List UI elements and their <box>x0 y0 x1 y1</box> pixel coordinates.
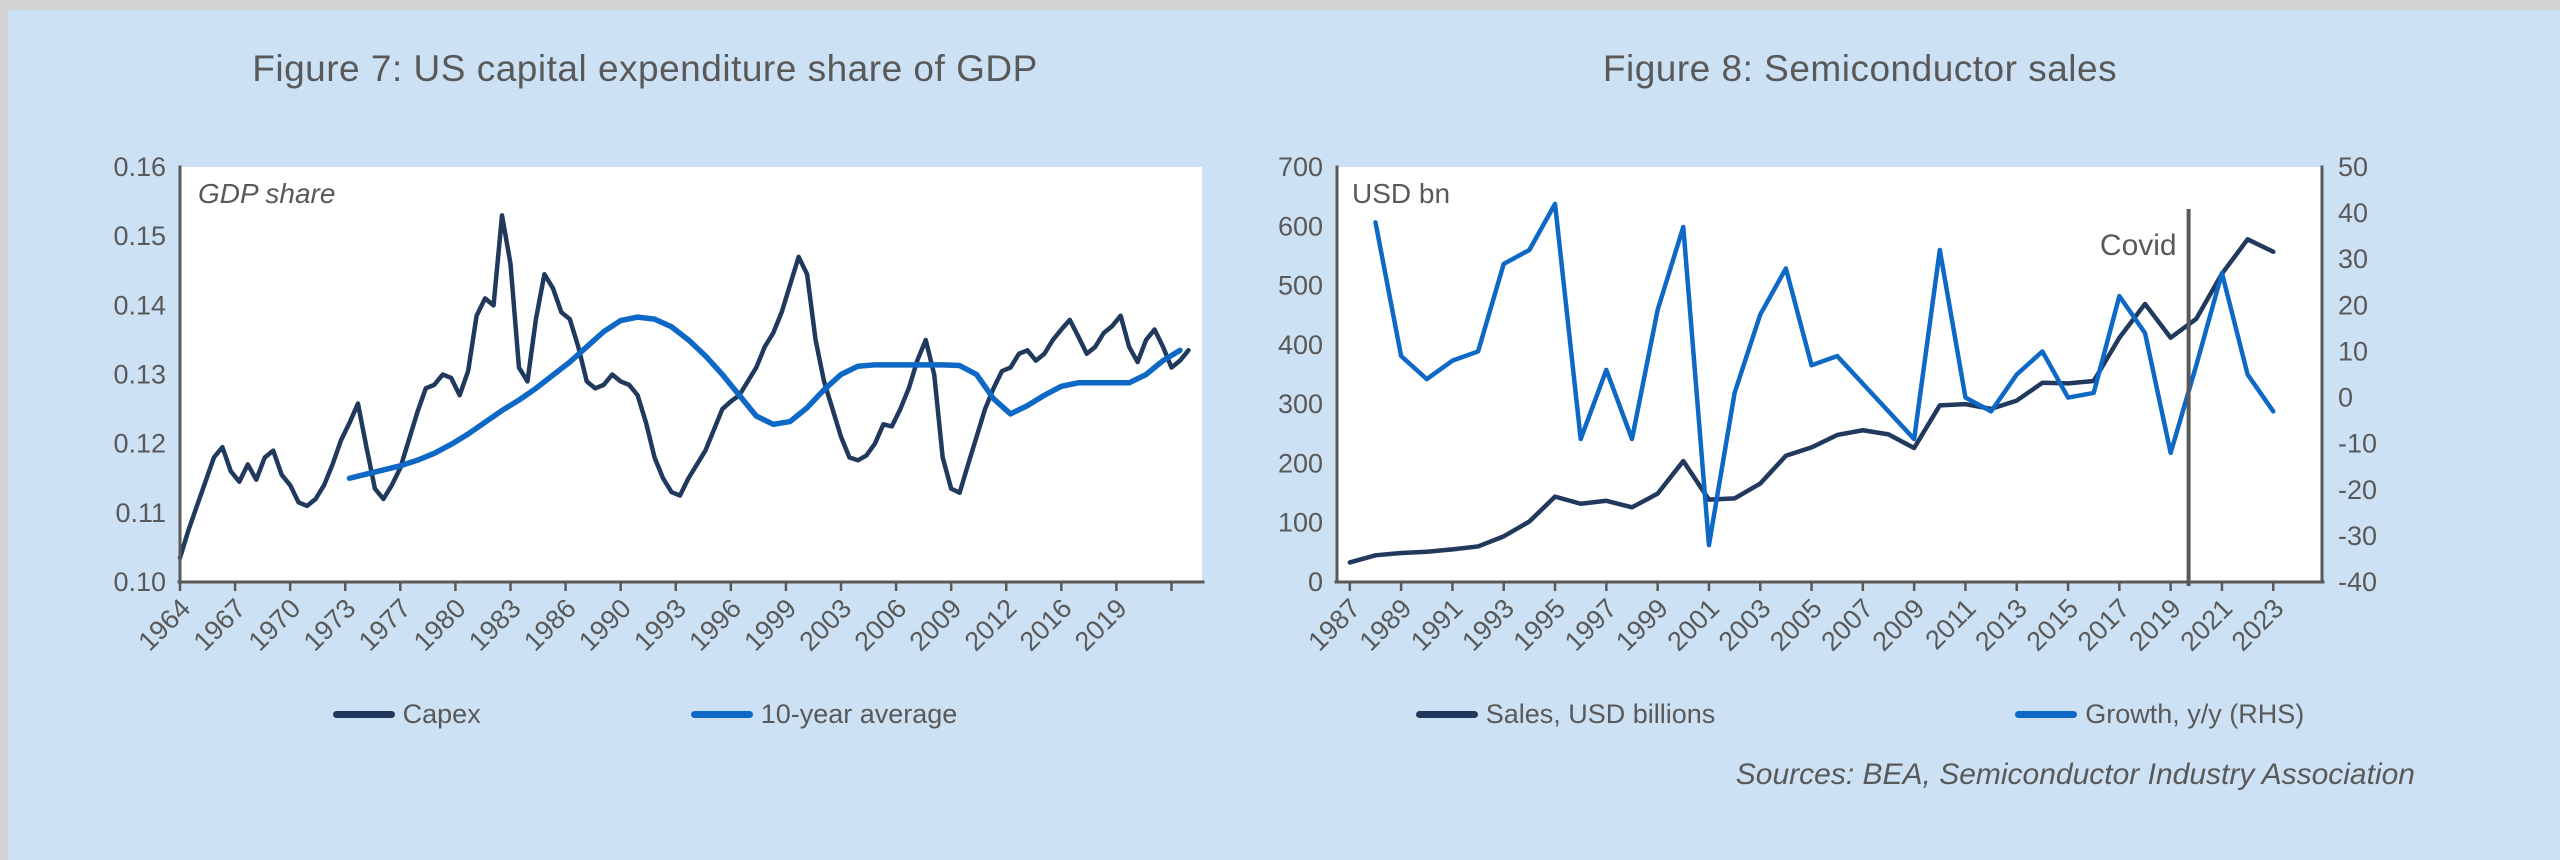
average-line-swatch-icon <box>690 710 753 718</box>
y2-axis-label: -10 <box>2338 429 2377 459</box>
x-axis-label: 1999 <box>1610 593 1674 657</box>
x-axis-label: 2009 <box>904 593 968 657</box>
figure7-legend: Capex 10-year average <box>70 697 1220 731</box>
figure7-axis-note: GDP share <box>198 178 336 209</box>
figure8-legend: Sales, USD billions Growth, y/y (RHS) <box>1265 697 2455 731</box>
x-axis-label: 1995 <box>1508 593 1572 657</box>
legend-label-growth: Growth, y/y (RHS) <box>2085 698 2305 729</box>
y2-axis-label: 30 <box>2338 244 2368 274</box>
x-axis-label: 2016 <box>1014 593 1078 657</box>
y2-axis-label: 20 <box>2338 290 2368 320</box>
x-axis-label: 1993 <box>628 593 692 657</box>
x-axis-label: 1999 <box>738 593 802 657</box>
y-axis-label: 0.12 <box>113 429 166 459</box>
y-axis-label: 400 <box>1278 330 1323 360</box>
series-line-0 <box>177 213 1191 561</box>
x-axis-label: 2011 <box>1919 593 1981 655</box>
plot-area <box>180 167 1202 582</box>
x-axis-label: 2023 <box>2226 593 2290 657</box>
x-axis-label: 2021 <box>2175 593 2239 657</box>
y-axis-label: 0.13 <box>113 360 166 390</box>
x-axis-label: 2012 <box>959 593 1023 657</box>
y-axis-label: 0.16 <box>113 152 166 182</box>
x-axis-label: 1986 <box>518 593 582 657</box>
y2-axis-label: -40 <box>2338 567 2377 597</box>
x-axis-label: 2019 <box>2123 593 2187 657</box>
x-axis-label: 2003 <box>1713 593 1777 657</box>
x-axis-label: 1993 <box>1456 593 1520 657</box>
series-line-1 <box>1373 201 2276 548</box>
figure7-chart: 0.16 0.15 0.14 0.13 0.12 0.11 0.10196419671970… <box>113 152 1205 657</box>
figure8-chart: 700600500400300200100050403020100-10-20-… <box>1278 152 2377 657</box>
x-axis-label: 1997 <box>1559 593 1623 657</box>
y-axis-label: 500 <box>1278 271 1323 301</box>
y-axis-label: 0.11 <box>115 498 166 528</box>
sales-line-swatch-icon <box>1415 710 1478 718</box>
legend-label-capex: Capex <box>402 698 481 729</box>
x-axis-label: 1980 <box>408 593 472 657</box>
figure8-title: Figure 8: Semiconductor sales <box>1602 48 2118 89</box>
x-axis-label: 2003 <box>794 593 858 657</box>
x-axis-label: 2013 <box>1969 593 2033 657</box>
y2-axis-label: 10 <box>2338 336 2368 366</box>
legend-item-capex: Capex <box>332 698 481 730</box>
x-axis-label: 1987 <box>1302 593 1366 657</box>
x-axis-label: 1964 <box>133 593 197 657</box>
y-axis-label: 0 <box>1308 567 1323 597</box>
y2-axis-label: -20 <box>2338 475 2377 505</box>
y-axis-label: 700 <box>1278 152 1323 182</box>
x-axis-label: 2005 <box>1764 593 1828 657</box>
x-axis-label: 1990 <box>573 593 637 657</box>
x-axis-label: 1973 <box>298 593 362 657</box>
y-axis-label: 300 <box>1278 389 1323 419</box>
y-axis-label: 0.10 <box>113 567 166 597</box>
y-axis-label: 0.14 <box>113 290 166 320</box>
y2-axis-label: -30 <box>2338 521 2377 551</box>
plot-area <box>1337 167 2322 582</box>
y-axis-label: 100 <box>1278 508 1323 538</box>
series-line-1 <box>346 314 1183 481</box>
x-axis-label: 2001 <box>1661 593 1725 657</box>
series-line-0 <box>1347 237 2276 565</box>
legend-item-sales: Sales, USD billions <box>1415 698 1716 730</box>
x-axis-label: 1989 <box>1354 593 1418 657</box>
x-axis-label: 2017 <box>2072 593 2136 657</box>
y2-axis-label: 40 <box>2338 198 2368 228</box>
y-axis-label: 200 <box>1278 448 1323 478</box>
y2-axis-label: 0 <box>2338 383 2353 413</box>
legend-item-growth: Growth, y/y (RHS) <box>2015 699 2304 730</box>
x-axis-label: 1977 <box>353 593 417 657</box>
x-axis-label: 1983 <box>463 593 527 657</box>
covid-label: Covid <box>2100 229 2177 262</box>
sources-note: Sources: BEA, Semiconductor Industry Ass… <box>1735 758 2415 791</box>
x-axis-label: 1991 <box>1405 593 1469 657</box>
x-axis-label: 2015 <box>2021 593 2085 657</box>
growth-line-swatch-icon <box>2015 710 2078 718</box>
x-axis-label: 2009 <box>1867 593 1931 657</box>
figure7-title: Figure 7: US capital expenditure share o… <box>252 48 1038 89</box>
x-axis-label: 2006 <box>849 593 913 657</box>
capex-line-swatch-icon <box>332 710 395 718</box>
legend-item-10yr-average: 10-year average <box>690 698 958 730</box>
x-axis-label: 2007 <box>1815 593 1879 657</box>
figure8-axis-note: USD bn <box>1352 178 1451 209</box>
legend-label-sales: Sales, USD billions <box>1485 698 1716 729</box>
legend-label-10yr-average: 10-year average <box>760 698 958 729</box>
x-axis-label: 1996 <box>683 593 747 657</box>
x-axis-label: 1967 <box>188 593 252 657</box>
y-axis-label: 0.15 <box>113 221 166 251</box>
x-axis-label: 2019 <box>1069 593 1133 657</box>
y-axis-label: 600 <box>1278 211 1323 241</box>
x-axis-label: 1970 <box>243 593 307 657</box>
y2-axis-label: 50 <box>2338 152 2368 182</box>
